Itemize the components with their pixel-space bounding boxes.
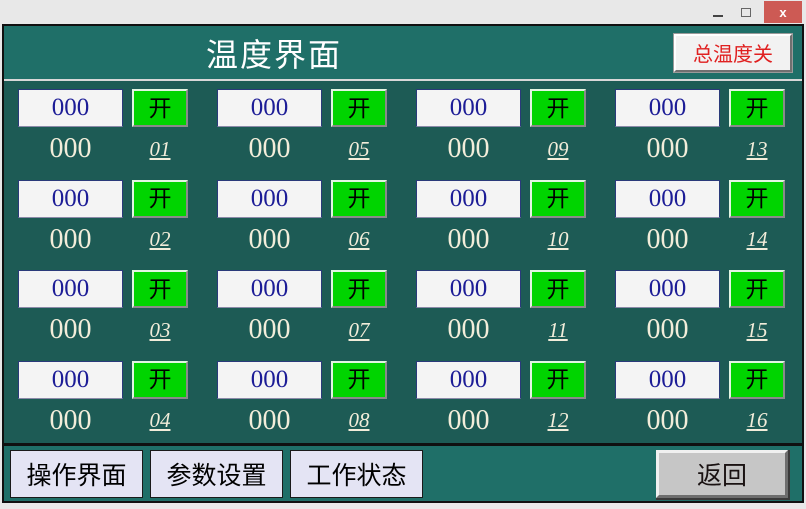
switch-on-button[interactable]: 开 (729, 179, 785, 218)
channel-cell: 开 000 11 (416, 270, 589, 349)
maximize-button[interactable] (732, 2, 760, 22)
switch-on-button[interactable]: 开 (331, 360, 387, 399)
channel-cell: 开 000 06 (217, 179, 390, 259)
channel-number: 09 (547, 136, 569, 161)
close-icon: x (779, 4, 787, 20)
header-bar: 温度界面 总温度关 (4, 26, 802, 81)
channel-cell: 开 000 04 (18, 360, 191, 440)
channel-cell: 开 000 14 (615, 179, 788, 259)
window-titlebar: x (0, 0, 806, 24)
app-frame: 温度界面 总温度关 开 000 01 开 000 05 开 000 09 开 0… (2, 24, 804, 503)
set-value-input[interactable] (416, 360, 521, 399)
minimize-button[interactable] (704, 2, 732, 22)
channel-grid: 开 000 01 开 000 05 开 000 09 开 000 13 开 00… (4, 81, 802, 443)
switch-on-button[interactable]: 开 (729, 270, 785, 308)
set-value-input[interactable] (615, 270, 720, 308)
switch-on-button[interactable]: 开 (331, 179, 387, 218)
nav-operation-screen-button[interactable]: 操作界面 (10, 449, 143, 498)
channel-cell: 开 000 13 (615, 89, 788, 168)
channel-cell: 开 000 08 (217, 360, 390, 440)
switch-on-button[interactable]: 开 (132, 270, 188, 308)
switch-on-button[interactable]: 开 (729, 89, 785, 127)
nav-parameter-settings-button[interactable]: 参数设置 (150, 449, 283, 498)
channel-number: 07 (348, 317, 370, 342)
set-value-input[interactable] (217, 270, 322, 308)
actual-value: 000 (646, 223, 689, 255)
actual-value: 000 (248, 314, 291, 345)
actual-value: 000 (646, 404, 689, 436)
actual-value: 000 (49, 223, 92, 255)
channel-number: 16 (746, 408, 768, 432)
switch-on-button[interactable]: 开 (530, 89, 586, 127)
channel-number: 01 (149, 136, 171, 161)
close-button[interactable]: x (764, 1, 802, 23)
channel-number: 11 (548, 317, 568, 342)
channel-cell: 开 000 07 (217, 270, 390, 349)
channel-cell: 开 000 12 (416, 360, 589, 440)
channel-cell: 开 000 02 (18, 179, 191, 259)
set-value-input[interactable] (416, 89, 521, 127)
channel-number: 08 (348, 408, 370, 432)
channel-cell: 开 000 05 (217, 89, 390, 168)
channel-cell: 开 000 16 (615, 360, 788, 440)
set-value-input[interactable] (416, 179, 521, 218)
footer-bar: 操作界面 参数设置 工作状态 返回 (4, 443, 802, 501)
actual-value: 000 (447, 133, 490, 164)
set-value-input[interactable] (615, 89, 720, 127)
set-value-input[interactable] (217, 89, 322, 127)
actual-value: 000 (646, 314, 689, 345)
actual-value: 000 (49, 404, 92, 436)
switch-on-button[interactable]: 开 (331, 89, 387, 127)
set-value-input[interactable] (217, 179, 322, 218)
switch-on-button[interactable]: 开 (132, 360, 188, 399)
actual-value: 000 (248, 133, 291, 164)
switch-on-button[interactable]: 开 (132, 89, 188, 127)
actual-value: 000 (49, 133, 92, 164)
set-value-input[interactable] (18, 270, 123, 308)
switch-on-button[interactable]: 开 (132, 179, 188, 218)
channel-number: 14 (746, 227, 768, 251)
channel-number: 06 (348, 227, 370, 251)
channel-cell: 开 000 10 (416, 179, 589, 259)
set-value-input[interactable] (18, 89, 123, 127)
set-value-input[interactable] (416, 270, 521, 308)
set-value-input[interactable] (615, 360, 720, 399)
set-value-input[interactable] (18, 179, 123, 218)
channel-number: 13 (746, 136, 768, 161)
channel-number: 02 (149, 227, 171, 251)
channel-cell: 开 000 03 (18, 270, 191, 349)
actual-value: 000 (248, 404, 291, 436)
switch-on-button[interactable]: 开 (530, 270, 586, 308)
set-value-input[interactable] (18, 360, 123, 399)
channel-cell: 开 000 15 (615, 270, 788, 349)
set-value-input[interactable] (217, 360, 322, 399)
channel-number: 12 (547, 408, 569, 432)
actual-value: 000 (447, 404, 490, 436)
channel-cell: 开 000 09 (416, 89, 589, 168)
switch-on-button[interactable]: 开 (530, 360, 586, 399)
set-value-input[interactable] (615, 179, 720, 218)
channel-number: 10 (547, 227, 569, 251)
switch-on-button[interactable]: 开 (530, 179, 586, 218)
switch-on-button[interactable]: 开 (331, 270, 387, 308)
channel-number: 05 (348, 136, 370, 161)
minimize-icon (713, 15, 723, 17)
actual-value: 000 (248, 223, 291, 255)
channel-number: 04 (149, 408, 171, 432)
actual-value: 000 (447, 223, 490, 255)
actual-value: 000 (49, 314, 92, 345)
page-title: 温度界面 (205, 36, 342, 73)
return-button[interactable]: 返回 (656, 449, 788, 498)
actual-value: 000 (646, 133, 689, 164)
master-temperature-off-button[interactable]: 总温度关 (674, 33, 792, 72)
switch-on-button[interactable]: 开 (729, 360, 785, 399)
nav-working-status-button[interactable]: 工作状态 (290, 449, 423, 498)
channel-cell: 开 000 01 (18, 89, 191, 168)
maximize-icon (741, 7, 751, 17)
actual-value: 000 (447, 314, 490, 345)
channel-number: 03 (149, 317, 171, 342)
channel-number: 15 (746, 317, 768, 342)
